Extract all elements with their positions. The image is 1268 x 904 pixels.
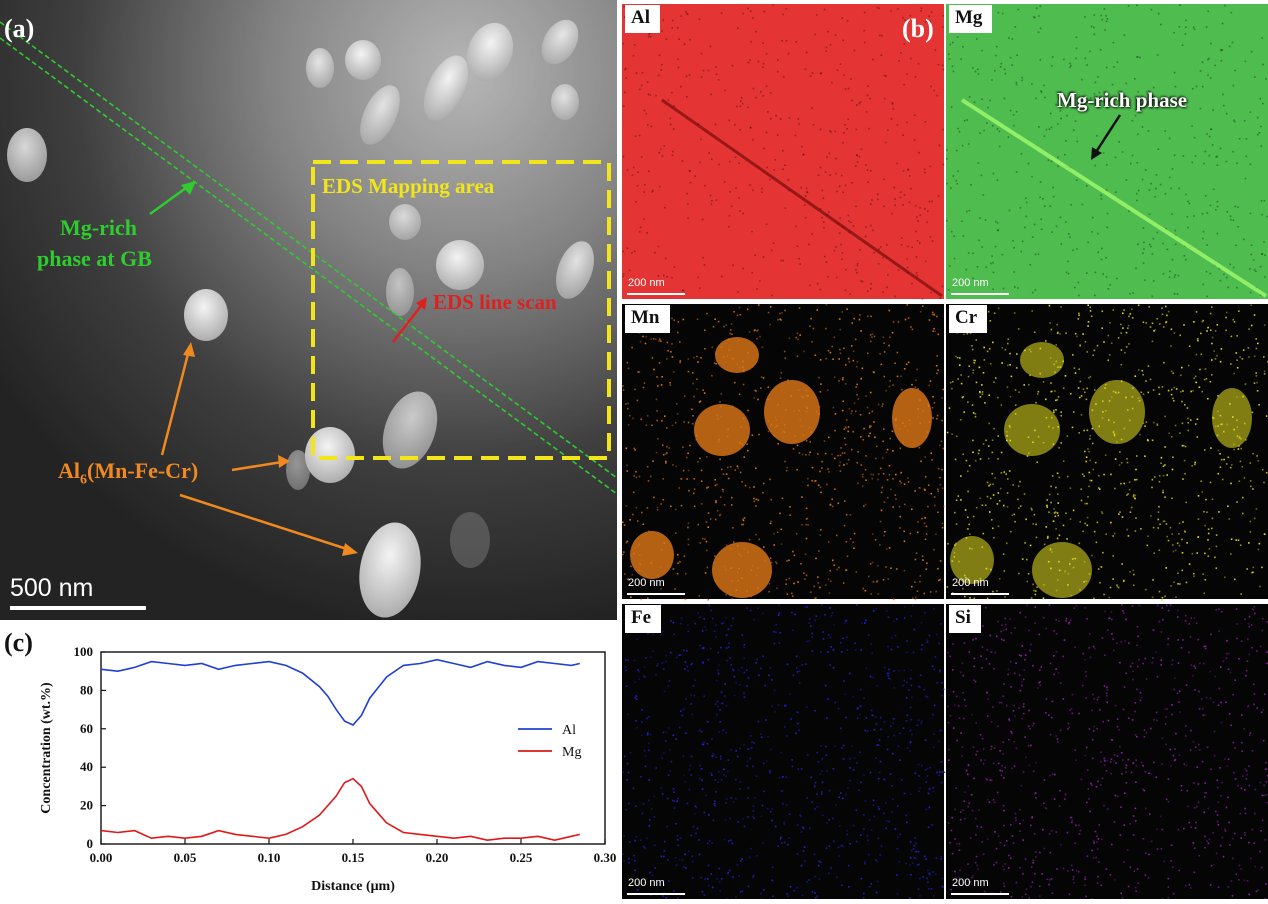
series-line-mg — [101, 779, 580, 841]
map-scale-label-cr: 200 nm — [952, 577, 989, 589]
particle-label-rest: (Mn-Fe-Cr) — [87, 458, 198, 483]
map-scale-label-mn: 200 nm — [628, 577, 665, 589]
y-tick-label: 100 — [74, 644, 94, 659]
y-axis-label: Concentration (wt.%) — [39, 682, 54, 814]
map-label-al: Al — [625, 5, 660, 33]
plot-frame — [101, 652, 605, 844]
panel-c: (c) 0.00 0.05 0.10 0.15 0.20 0.25 0.30 0 20 40 60 8… — [0, 620, 620, 899]
scale-bar-mg — [951, 293, 1009, 295]
y-tick-label: 20 — [80, 798, 93, 813]
particle-label-sub: 6 — [80, 472, 87, 487]
particle — [345, 40, 381, 80]
x-tick-label: 0.05 — [174, 850, 197, 865]
line-scan-label: EDS line scan — [433, 290, 557, 315]
particle — [184, 289, 228, 341]
map-label-si: Si — [949, 605, 981, 633]
particle — [436, 240, 484, 290]
panel-a: (a) EDS Mapping area EDS line scan Mg-ri… — [0, 0, 617, 620]
y-tick-label: 0 — [87, 836, 94, 851]
x-tick-label: 0.00 — [90, 850, 113, 865]
particle-label: Al6(Mn-Fe-Cr) — [58, 458, 198, 488]
mg-annotation: Mg-rich phase — [1057, 88, 1187, 113]
map-scale-label-mg: 200 nm — [952, 277, 989, 289]
eds-map-mg — [946, 4, 1268, 299]
eds-map-al — [622, 4, 944, 300]
legend-label-mg: Mg — [562, 745, 581, 760]
scale-bar-a-label: 500 nm — [10, 574, 93, 603]
panel-b-label: (b) — [902, 14, 934, 44]
legend-label-al: Al — [562, 723, 576, 738]
particle — [306, 48, 334, 88]
particle — [450, 512, 490, 568]
scale-bar-si — [951, 893, 1009, 895]
particle — [386, 268, 414, 316]
eds-map-si — [946, 604, 1268, 899]
map-scale-label-fe: 200 nm — [628, 877, 665, 889]
x-tick-label: 0.20 — [426, 850, 449, 865]
y-tick-label: 60 — [80, 721, 93, 736]
line-scan-chart: 0.00 0.05 0.10 0.15 0.20 0.25 0.30 0 20 40 60 80 100… — [0, 620, 620, 899]
particle — [7, 128, 47, 182]
particle — [389, 204, 421, 240]
y-tick-label: 40 — [80, 759, 93, 774]
map-label-fe: Fe — [625, 605, 661, 633]
particle-label-main: Al — [58, 458, 80, 483]
eds-map-fe — [622, 604, 945, 899]
scale-bar-mn — [627, 593, 685, 595]
map-label-cr: Cr — [949, 305, 987, 333]
x-tick-label: 0.15 — [342, 850, 365, 865]
panel-b: Al 200 nm Mg 200 nm Mn 200 nm Cr 200 nm Fe 200 nm… — [622, 0, 1268, 899]
map-scale-label-al: 200 nm — [628, 277, 665, 289]
gb-label-line1: Mg-rich — [60, 215, 137, 241]
map-label-mg: Mg — [949, 5, 992, 33]
scale-bar-cr — [951, 593, 1009, 595]
particle — [551, 84, 579, 120]
x-tick-label: 0.10 — [258, 850, 281, 865]
scale-bar-a — [10, 606, 146, 610]
panel-a-label: (a) — [4, 14, 34, 44]
scale-bar-fe — [627, 893, 685, 895]
mapping-area-label: EDS Mapping area — [322, 174, 494, 199]
x-tick-label: 0.25 — [510, 850, 533, 865]
map-label-mn: Mn — [625, 305, 670, 333]
eds-maps — [622, 0, 1268, 899]
series-line-al — [101, 660, 580, 725]
panel-c-label: (c) — [4, 628, 33, 658]
y-tick-label: 80 — [80, 682, 93, 697]
eds-map-cr — [946, 304, 1268, 601]
particle — [286, 450, 310, 490]
gb-label-line2: phase at GB — [37, 246, 152, 272]
scale-bar-al — [627, 293, 685, 295]
x-tick-label: 0.30 — [594, 850, 617, 865]
map-scale-label-si: 200 nm — [952, 877, 989, 889]
x-axis-label: Distance (μm) — [311, 879, 395, 894]
